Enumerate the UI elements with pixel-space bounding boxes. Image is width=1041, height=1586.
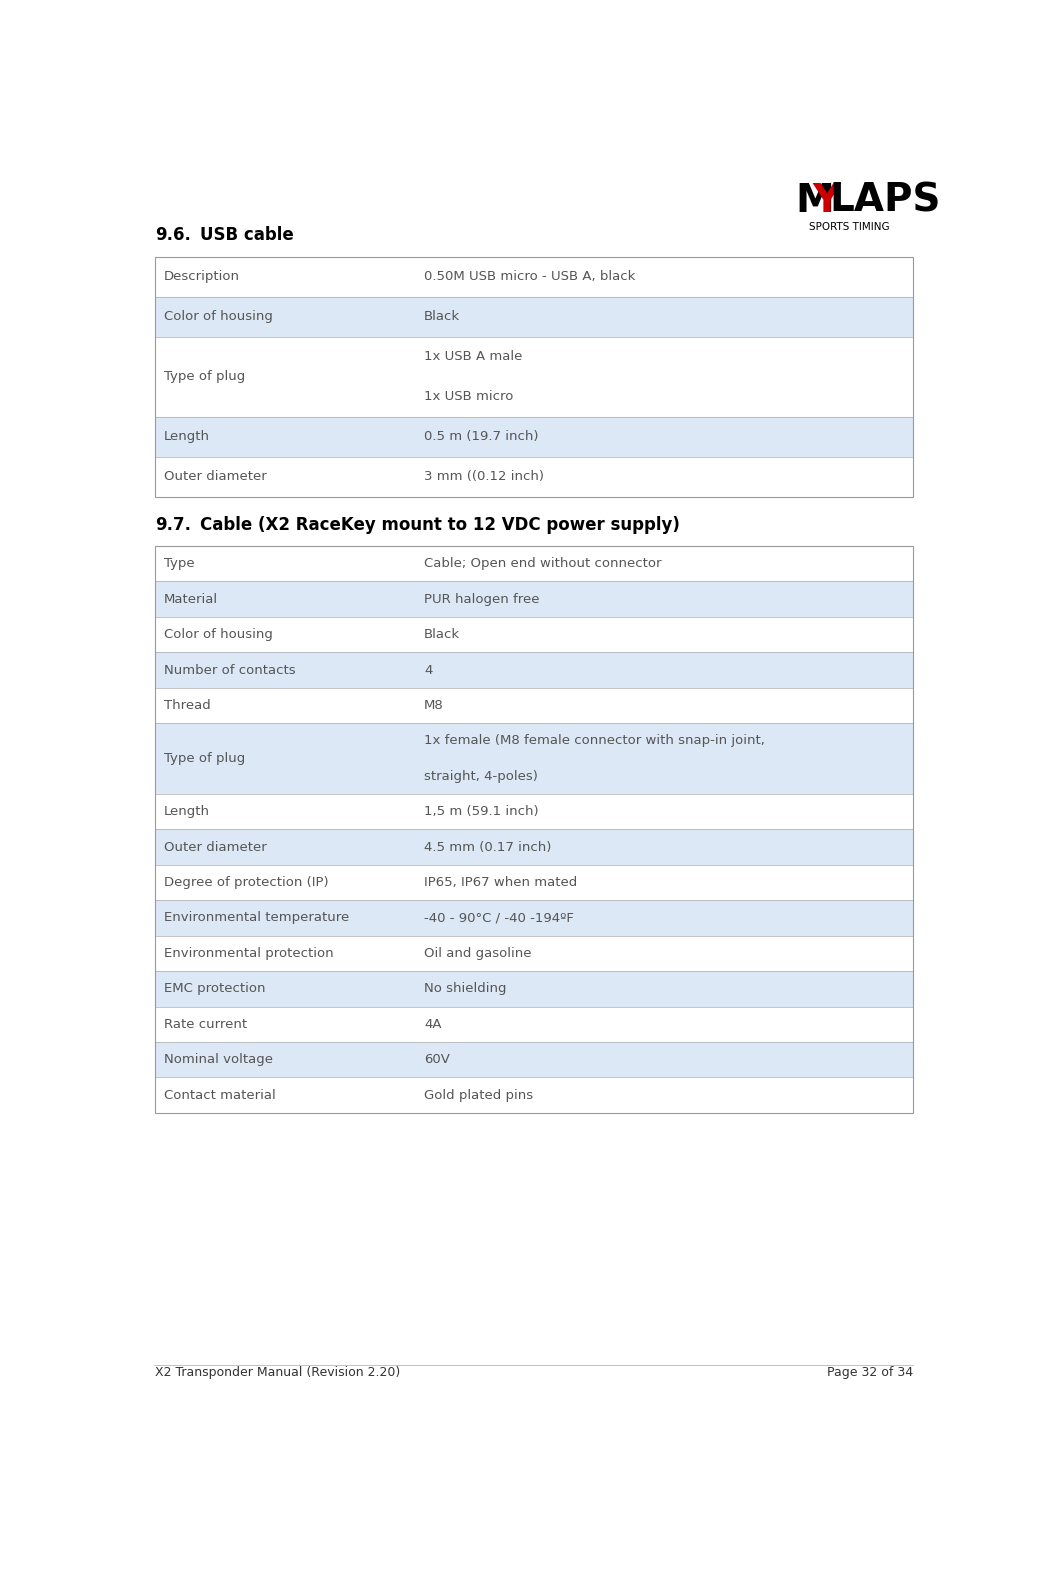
Text: 9.7.: 9.7. (155, 515, 191, 534)
Text: M: M (795, 181, 834, 219)
Bar (155, 336, 913, 417)
Text: Oil and gasoline: Oil and gasoline (424, 947, 532, 960)
Bar (155, 723, 913, 795)
Bar (155, 417, 913, 457)
Text: Type of plug: Type of plug (164, 752, 246, 764)
Bar (155, 795, 913, 829)
Bar (155, 297, 913, 336)
Bar (155, 936, 913, 971)
Bar (155, 617, 913, 652)
Text: Thread: Thread (164, 699, 211, 712)
Bar (155, 582, 913, 617)
Text: straight, 4-poles): straight, 4-poles) (424, 769, 538, 783)
Text: -40 - 90°C / -40 -194ºF: -40 - 90°C / -40 -194ºF (424, 912, 574, 925)
Text: Environmental temperature: Environmental temperature (164, 912, 350, 925)
Bar (155, 901, 913, 936)
Text: Black: Black (424, 628, 460, 641)
Text: Outer diameter: Outer diameter (164, 841, 266, 853)
Text: Length: Length (164, 430, 210, 442)
Bar (155, 257, 913, 297)
Text: Environmental protection: Environmental protection (164, 947, 334, 960)
Text: Black: Black (424, 311, 460, 324)
Text: Cable (X2 RaceKey mount to 12 VDC power supply): Cable (X2 RaceKey mount to 12 VDC power … (200, 515, 680, 534)
Text: 4: 4 (424, 663, 432, 677)
Text: Outer diameter: Outer diameter (164, 471, 266, 484)
Text: Type of plug: Type of plug (164, 370, 246, 384)
Text: 4.5 mm (0.17 inch): 4.5 mm (0.17 inch) (424, 841, 552, 853)
Text: Nominal voltage: Nominal voltage (164, 1053, 273, 1066)
Bar (155, 1077, 913, 1113)
Bar (155, 546, 913, 582)
Bar (155, 1007, 913, 1042)
Text: No shielding: No shielding (424, 982, 507, 996)
Text: SPORTS TIMING: SPORTS TIMING (809, 222, 890, 232)
Text: X2 Transponder Manual (Revision 2.20): X2 Transponder Manual (Revision 2.20) (155, 1366, 400, 1380)
Bar (155, 688, 913, 723)
Text: 4A: 4A (424, 1018, 441, 1031)
Bar (155, 257, 913, 496)
Text: Number of contacts: Number of contacts (164, 663, 296, 677)
Text: 9.6.: 9.6. (155, 227, 191, 244)
Text: 1x female (M8 female connector with snap-in joint,: 1x female (M8 female connector with snap… (424, 734, 765, 747)
Text: Description: Description (164, 270, 240, 282)
Text: 60V: 60V (424, 1053, 450, 1066)
Text: 0.5 m (19.7 inch): 0.5 m (19.7 inch) (424, 430, 538, 442)
Text: USB cable: USB cable (200, 227, 294, 244)
Bar (155, 864, 913, 901)
Text: Material: Material (164, 593, 219, 606)
Text: Color of housing: Color of housing (164, 311, 273, 324)
Bar (155, 971, 913, 1007)
Bar (155, 546, 913, 1113)
Bar (155, 652, 913, 688)
Text: EMC protection: EMC protection (164, 982, 265, 996)
Text: Color of housing: Color of housing (164, 628, 273, 641)
Text: 1,5 m (59.1 inch): 1,5 m (59.1 inch) (424, 806, 538, 818)
Text: Contact material: Contact material (164, 1088, 276, 1102)
Text: Cable; Open end without connector: Cable; Open end without connector (424, 557, 661, 571)
Text: Rate current: Rate current (164, 1018, 248, 1031)
Text: 1x USB A male: 1x USB A male (424, 351, 523, 363)
Text: 3 mm ((0.12 inch): 3 mm ((0.12 inch) (424, 471, 544, 484)
Text: Degree of protection (IP): Degree of protection (IP) (164, 875, 329, 890)
Text: 0.50M USB micro - USB A, black: 0.50M USB micro - USB A, black (424, 270, 635, 282)
Text: Gold plated pins: Gold plated pins (424, 1088, 533, 1102)
Text: M8: M8 (424, 699, 443, 712)
Text: IP65, IP67 when mated: IP65, IP67 when mated (424, 875, 578, 890)
Bar (155, 1042, 913, 1077)
Text: LAPS: LAPS (830, 181, 941, 219)
Text: PUR halogen free: PUR halogen free (424, 593, 539, 606)
Bar (155, 457, 913, 496)
Text: Type: Type (164, 557, 195, 571)
Text: Y: Y (812, 181, 840, 219)
Text: Page 32 of 34: Page 32 of 34 (827, 1366, 913, 1380)
Text: 1x USB micro: 1x USB micro (424, 390, 513, 403)
Bar (155, 829, 913, 864)
Text: Length: Length (164, 806, 210, 818)
